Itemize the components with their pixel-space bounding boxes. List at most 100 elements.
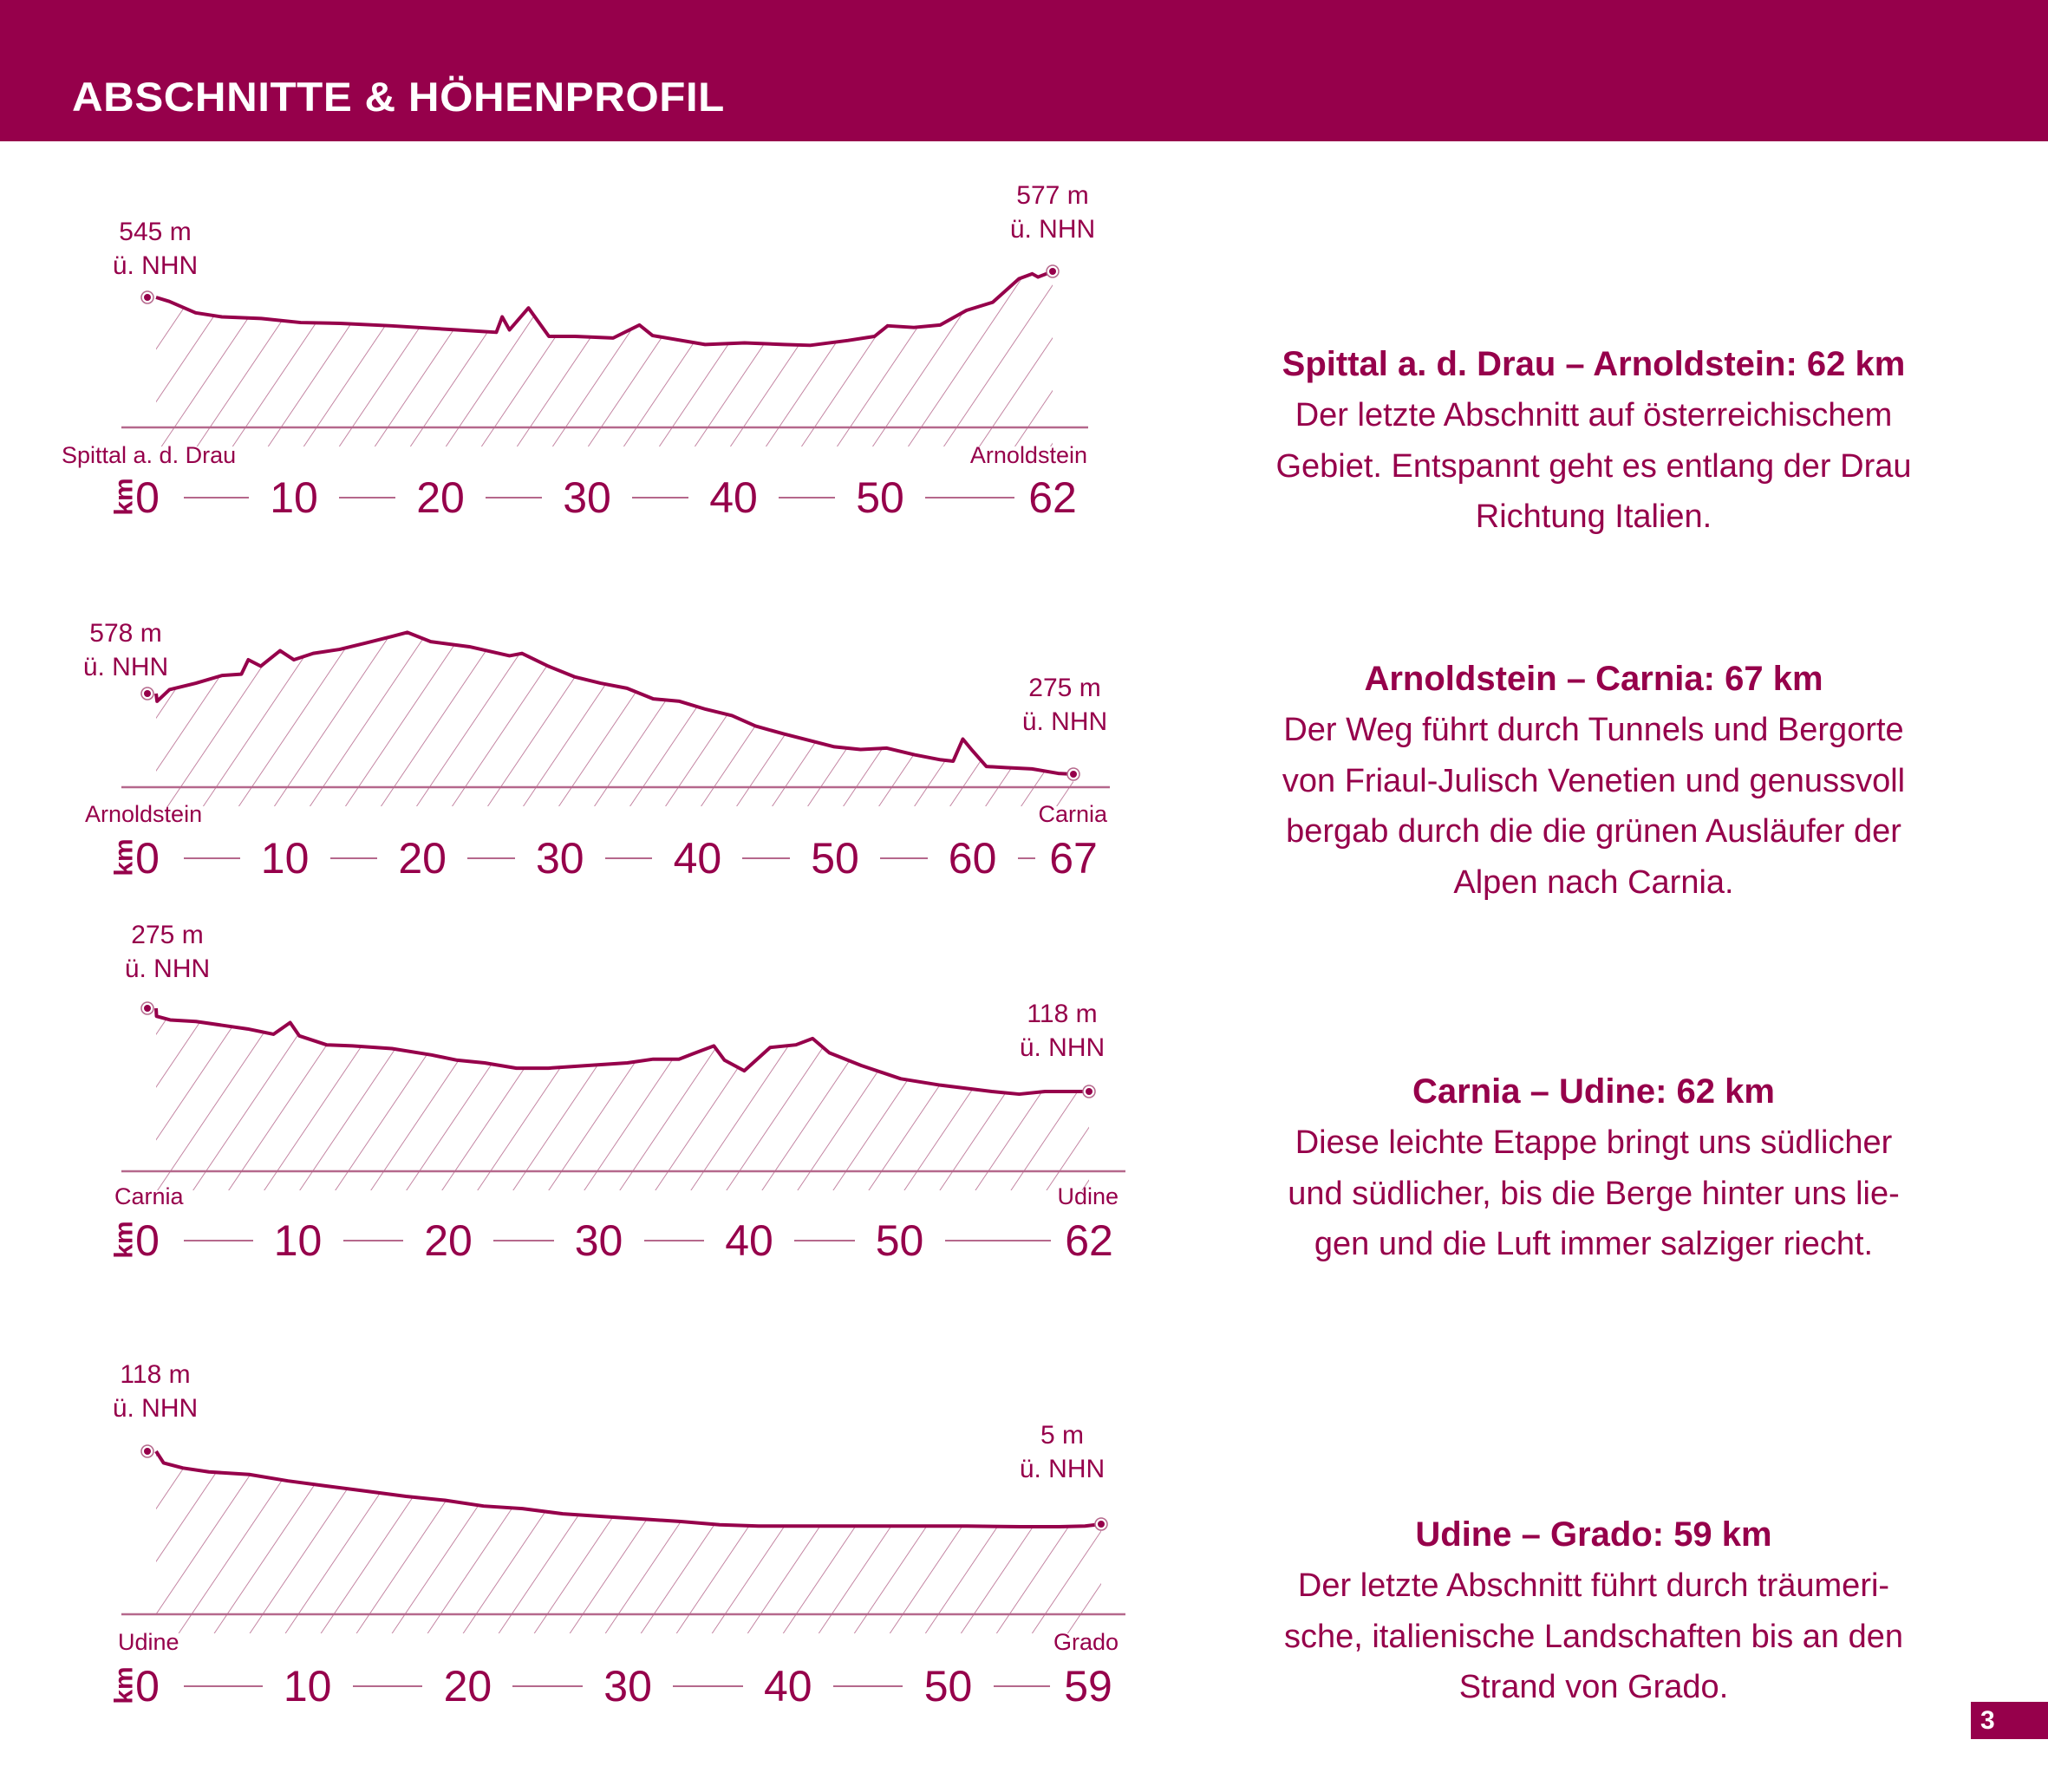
axis-tick-label: 10 (283, 1662, 332, 1711)
axis-dash (832, 1685, 903, 1687)
axis-tick-label: 50 (856, 473, 904, 522)
elevation-chart-2 (121, 630, 1110, 806)
start-elevation-label: 578 m (89, 619, 162, 648)
body-line: Der Weg führt durch Tunnels und Bergorte (1283, 712, 1904, 748)
profile-hatch-area (156, 632, 1073, 806)
elevation-line (154, 630, 1074, 776)
axis-dash (604, 857, 653, 859)
axis-dash (643, 1240, 704, 1241)
axis-tick-label: 10 (260, 834, 310, 883)
section-text-2: Arnoldstein – Carnia: 67 km Der Weg führ… (1214, 654, 1973, 908)
section-body: Der letzte Abschnitt führt durch träumer… (1214, 1561, 1973, 1713)
axis-tick-label: 40 (763, 1662, 812, 1711)
axis-dash (512, 1685, 584, 1687)
elevation-chart-4 (121, 1444, 1125, 1633)
body-line: Strand von Grado. (1458, 1669, 1729, 1705)
start-marker-icon (140, 1444, 154, 1458)
profile-hatch-area (156, 1008, 1089, 1190)
body-line: Der letzte Abschnitt führt durch träumer… (1297, 1567, 1890, 1604)
end-place-label: Grado (1053, 1629, 1119, 1655)
axis-dash (467, 857, 515, 859)
section-body: Der Weg führt durch Tunnels und Bergorte… (1214, 705, 1973, 908)
page-header: ABSCHNITTE & HÖHENPROFIL (0, 0, 2048, 141)
start-elevation-unit: ü. NHN (82, 653, 169, 681)
axis-tick-label: 62 (1065, 1216, 1113, 1265)
end-marker-icon (1046, 264, 1060, 278)
page-title: ABSCHNITTE & HÖHENPROFIL (72, 74, 725, 120)
axis-tick-label: 20 (416, 473, 465, 522)
elevation-chart-3 (121, 1001, 1125, 1190)
profile-hatch-area (156, 271, 1053, 446)
axis-dash (673, 1685, 743, 1687)
axis-dash (342, 1240, 403, 1241)
end-place-label: Arnoldstein (969, 442, 1087, 468)
body-line: gen und die Luft immer salziger riecht. (1314, 1226, 1874, 1262)
body-line: Alpen nach Carnia. (1453, 863, 1734, 901)
section-body: Diese leichte Etappe bringt uns südliche… (1214, 1118, 1973, 1270)
end-elevation-label: 5 m (1040, 1421, 1085, 1450)
body-line: Der letzte Abschnitt auf österreichische… (1295, 397, 1893, 433)
axis-tick-label: 30 (603, 1662, 652, 1711)
start-place-label: Spittal a. d. Drau (62, 442, 237, 468)
section-text-1: Spittal a. d. Drau – Arnoldstein: 62 km … (1214, 339, 1973, 543)
axis-dash (184, 1240, 253, 1241)
start-elevation-label: 118 m (120, 1360, 191, 1389)
axis-dash (779, 497, 835, 499)
start-elevation-unit: ü. NHN (112, 251, 199, 280)
axis-dash (742, 857, 790, 859)
axis-tick-label: 30 (574, 1216, 623, 1265)
body-line: Gebiet. Entspannt geht es entlang der Dr… (1275, 447, 1912, 485)
axis-dash (993, 1685, 1050, 1687)
end-marker-icon (1082, 1085, 1096, 1098)
elevation-line (155, 270, 1053, 348)
end-marker-icon (1094, 1517, 1108, 1531)
axis-tick-label: 10 (273, 1216, 323, 1265)
axis-dash (184, 857, 240, 859)
axis-dash (352, 1685, 423, 1687)
end-elevation-label: 577 m (1016, 181, 1089, 210)
section-title: Arnoldstein – Carnia: 67 km (1364, 660, 1823, 698)
axis-tick-label: 50 (875, 1216, 924, 1265)
start-elevation-unit: ü. NHN (124, 955, 211, 983)
axis-dash (329, 857, 378, 859)
axis-tick-label: 60 (948, 834, 997, 883)
elevation-chart-1 (121, 264, 1088, 446)
elevation-line (154, 1007, 1089, 1097)
end-elevation-unit: ü. NHN (1019, 1033, 1106, 1062)
axis-tick-label: 62 (1028, 473, 1077, 522)
body-line: Diese leichte Etappe bringt uns südliche… (1295, 1124, 1893, 1161)
body-line: Richtung Italien. (1475, 499, 1712, 535)
start-elevation-unit: ü. NHN (112, 1394, 199, 1423)
page-number: 3 (1980, 1706, 1995, 1735)
axis-tick-label: 40 (725, 1216, 773, 1265)
axis-dash (339, 497, 395, 499)
section-title: Carnia – Udine: 62 km (1412, 1072, 1775, 1111)
start-elevation-label: 545 m (119, 218, 192, 246)
page-number-badge: 3 (1971, 1702, 2048, 1739)
start-marker-icon (140, 290, 154, 304)
end-elevation-label: 118 m (1027, 1000, 1098, 1028)
section-title: Spittal a. d. Drau – Arnoldstein: 62 km (1282, 345, 1906, 383)
axis-dash (944, 1240, 1051, 1241)
axis-dash (880, 857, 928, 859)
start-place-label: Udine (118, 1629, 179, 1655)
end-elevation-unit: ü. NHN (1021, 707, 1108, 736)
axis-dash (184, 497, 249, 499)
axis-dash (184, 1685, 263, 1687)
axis-tick-label: 20 (424, 1216, 473, 1265)
axis-tick-label: 20 (443, 1662, 492, 1711)
axis-tick-label: 10 (270, 473, 318, 522)
axis-dash (794, 1240, 855, 1241)
start-marker-icon (140, 687, 154, 701)
body-line: und südlicher, bis die Berge hinter uns … (1288, 1175, 1900, 1212)
section-text-3: Carnia – Udine: 62 km Diese leichte Etap… (1214, 1066, 1973, 1270)
axis-dash (1017, 857, 1035, 859)
body-line: sche, italienische Landschaften bis an d… (1283, 1618, 1904, 1655)
axis-tick-label: 50 (811, 834, 859, 883)
axis-tick-label: 30 (563, 473, 611, 522)
end-place-label: Carnia (1038, 801, 1107, 827)
axis-tick-label: 40 (709, 473, 758, 522)
axis-tick-label: 0 (135, 1662, 160, 1711)
profile-hatch-area (156, 1451, 1101, 1633)
